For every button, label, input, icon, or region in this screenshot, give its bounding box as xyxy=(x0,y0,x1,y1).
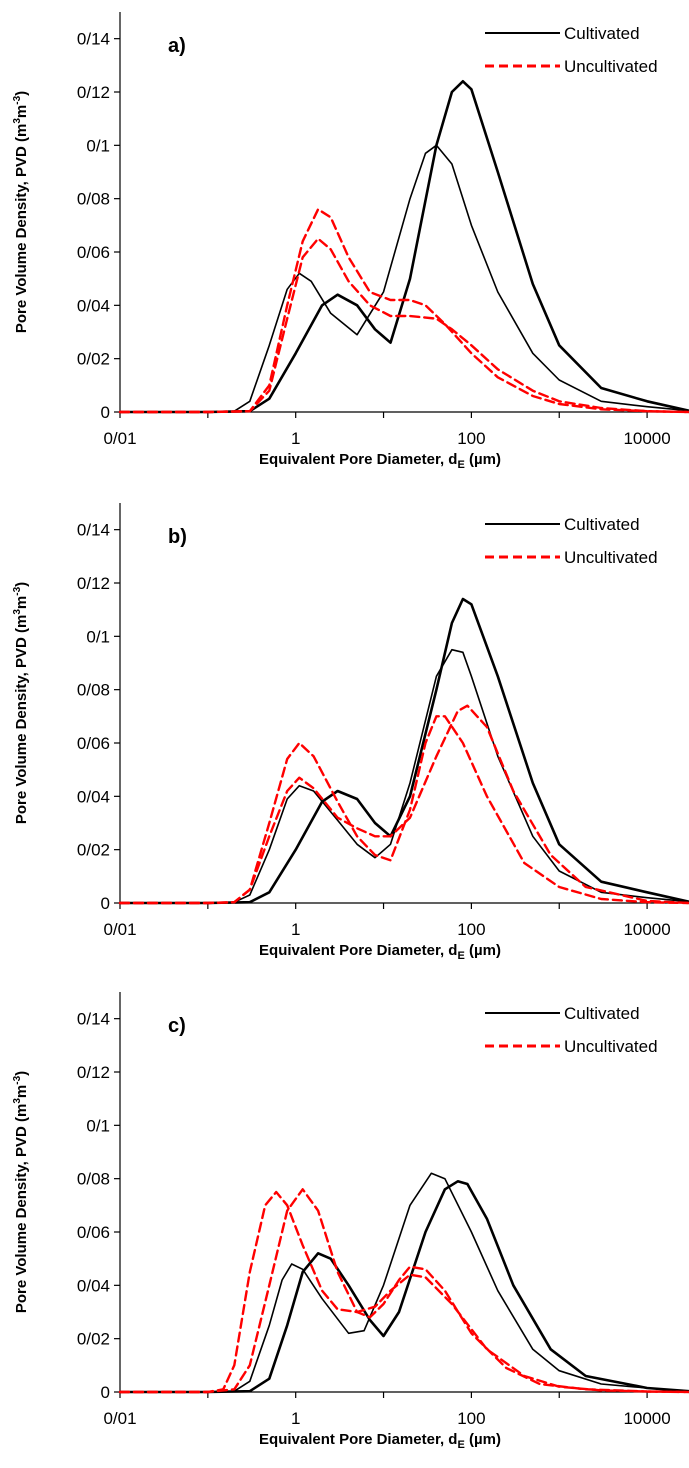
x-tick-label: 0/01 xyxy=(103,1409,136,1428)
x-tick-label: 10000 xyxy=(623,429,670,448)
y-tick-label: 0/1 xyxy=(86,1116,110,1135)
panel-label: a) xyxy=(168,35,186,57)
pvd-chart-b: 0 0/02 0/04 0/06 0/08 0/1 0/12 0/14 0/01 1 100 1000… xyxy=(12,503,689,962)
pvd-chart-c: 0 0/02 0/04 0/06 0/08 0/1 0/12 0/14 0/01 1 100 1000… xyxy=(12,992,689,1451)
uncultivated-series-line-3 xyxy=(118,237,689,414)
y-tick-label: 0/12 xyxy=(77,574,110,593)
y-tick-label: 0/14 xyxy=(77,30,110,49)
y-axis-label-sup: -3 xyxy=(12,586,23,595)
y-axis-label-main: Pore Volume Density, PVD (m xyxy=(13,615,30,825)
y-tick-label: 0/02 xyxy=(77,350,110,369)
y-tick-label: 0/12 xyxy=(77,83,110,102)
legend-label-cultivated: Cultivated xyxy=(564,24,640,43)
cultivated-series-line-1 xyxy=(118,1180,689,1394)
y-tick-label: 0/08 xyxy=(77,190,110,209)
y-axis-label-sup: -3 xyxy=(12,95,23,104)
y-tick-label: 0/02 xyxy=(77,1330,110,1349)
y-tick-label: 0/04 xyxy=(77,787,110,806)
uncultivated-series-line-2 xyxy=(118,715,689,905)
x-axis-label-unit: (µm) xyxy=(465,1431,501,1448)
y-tick-label: 0 xyxy=(101,894,110,913)
cultivated-series-line-0 xyxy=(119,1172,689,1393)
legend-label-uncultivated: Uncultivated xyxy=(564,1037,658,1056)
y-tick-label: 0/14 xyxy=(77,521,110,540)
y-axis-label-sup: 3 xyxy=(12,1098,23,1104)
y-axis-label-mid: m xyxy=(13,1085,30,1098)
y-axis-label-sup: 3 xyxy=(12,118,23,124)
cultivated-series-line-1 xyxy=(118,597,689,905)
x-axis-label-main: Equivalent Pore Diameter, d xyxy=(259,1431,457,1448)
y-tick-label: 0/08 xyxy=(77,1170,110,1189)
legend-label-uncultivated: Uncultivated xyxy=(564,548,658,567)
cultivated-series-line-0 xyxy=(119,648,689,904)
y-axis-label-sup: -3 xyxy=(12,1075,23,1084)
y-axis-label-mid: m xyxy=(13,596,30,609)
x-axis-label-sub: E xyxy=(457,459,464,471)
y-axis-label: Pore Volume Density, PVD (m3m-3) xyxy=(12,91,30,333)
y-tick-label: 0/14 xyxy=(77,1010,110,1029)
cultivated-series-line-1 xyxy=(118,80,689,414)
y-tick-label: 0/1 xyxy=(86,136,110,155)
chart-panel-a: 0 0/02 0/04 0/06 0/08 0/1 0/12 0/14 0/01 1 100 1000… xyxy=(0,0,689,480)
uncultivated-series-line-2 xyxy=(118,208,689,414)
y-axis-label-mid: m xyxy=(13,105,30,118)
x-axis-label-main: Equivalent Pore Diameter, d xyxy=(259,942,457,959)
y-axis-label-main: Pore Volume Density, PVD (m xyxy=(13,1104,30,1314)
x-tick-label: 1 xyxy=(291,429,300,448)
x-axis-label-sub: E xyxy=(457,950,464,962)
y-tick-label: 0/06 xyxy=(77,734,110,753)
y-tick-label: 0/06 xyxy=(77,1223,110,1242)
x-tick-label: 10000 xyxy=(623,920,670,939)
x-axis-label: Equivalent Pore Diameter, dE (µm) xyxy=(259,942,501,962)
x-axis-label: Equivalent Pore Diameter, dE (µm) xyxy=(259,1431,501,1451)
y-axis-label-end: ) xyxy=(13,91,30,96)
x-tick-label: 100 xyxy=(457,920,485,939)
x-tick-label: 10000 xyxy=(623,1409,670,1428)
legend-label-uncultivated: Uncultivated xyxy=(564,57,658,76)
y-axis-label-end: ) xyxy=(13,1071,30,1076)
y-tick-label: 0/1 xyxy=(86,627,110,646)
panel-label: b) xyxy=(168,526,187,548)
cultivated-series-line-0 xyxy=(119,144,689,413)
x-axis-label-sub: E xyxy=(457,1439,464,1451)
y-tick-label: 0/02 xyxy=(77,841,110,860)
y-axis-label: Pore Volume Density, PVD (m3m-3) xyxy=(12,1071,30,1313)
y-axis-label: Pore Volume Density, PVD (m3m-3) xyxy=(12,582,30,824)
x-tick-label: 0/01 xyxy=(103,920,136,939)
x-axis-label-unit: (µm) xyxy=(465,451,501,468)
panel-label: c) xyxy=(168,1015,186,1037)
pvd-chart-a: 0 0/02 0/04 0/06 0/08 0/1 0/12 0/14 0/01 1 100 1000… xyxy=(12,12,689,471)
y-tick-label: 0/12 xyxy=(77,1063,110,1082)
x-axis-label: Equivalent Pore Diameter, dE (µm) xyxy=(259,451,501,471)
x-axis-label-unit: (µm) xyxy=(465,942,501,959)
uncultivated-series-line-3 xyxy=(118,1188,689,1394)
y-tick-label: 0/08 xyxy=(77,681,110,700)
y-tick-label: 0/04 xyxy=(77,1276,110,1295)
y-tick-label: 0/06 xyxy=(77,243,110,262)
uncultivated-series-line-3 xyxy=(118,704,689,905)
chart-panel-b: 0 0/02 0/04 0/06 0/08 0/1 0/12 0/14 0/01 1 100 1000… xyxy=(0,491,689,971)
legend-label-cultivated: Cultivated xyxy=(564,1004,640,1023)
y-axis-label-main: Pore Volume Density, PVD (m xyxy=(13,124,30,334)
y-axis-label-end: ) xyxy=(13,582,30,587)
x-tick-label: 0/01 xyxy=(103,429,136,448)
x-tick-label: 100 xyxy=(457,429,485,448)
legend-label-cultivated: Cultivated xyxy=(564,515,640,534)
x-tick-label: 1 xyxy=(291,1409,300,1428)
y-tick-label: 0/04 xyxy=(77,296,110,315)
y-tick-label: 0 xyxy=(101,1383,110,1402)
y-tick-label: 0 xyxy=(101,403,110,422)
y-axis-label-sup: 3 xyxy=(12,609,23,615)
chart-panel-c: 0 0/02 0/04 0/06 0/08 0/1 0/12 0/14 0/01 1 100 1000… xyxy=(0,980,689,1460)
x-tick-label: 100 xyxy=(457,1409,485,1428)
x-tick-label: 1 xyxy=(291,920,300,939)
x-axis-label-main: Equivalent Pore Diameter, d xyxy=(259,451,457,468)
